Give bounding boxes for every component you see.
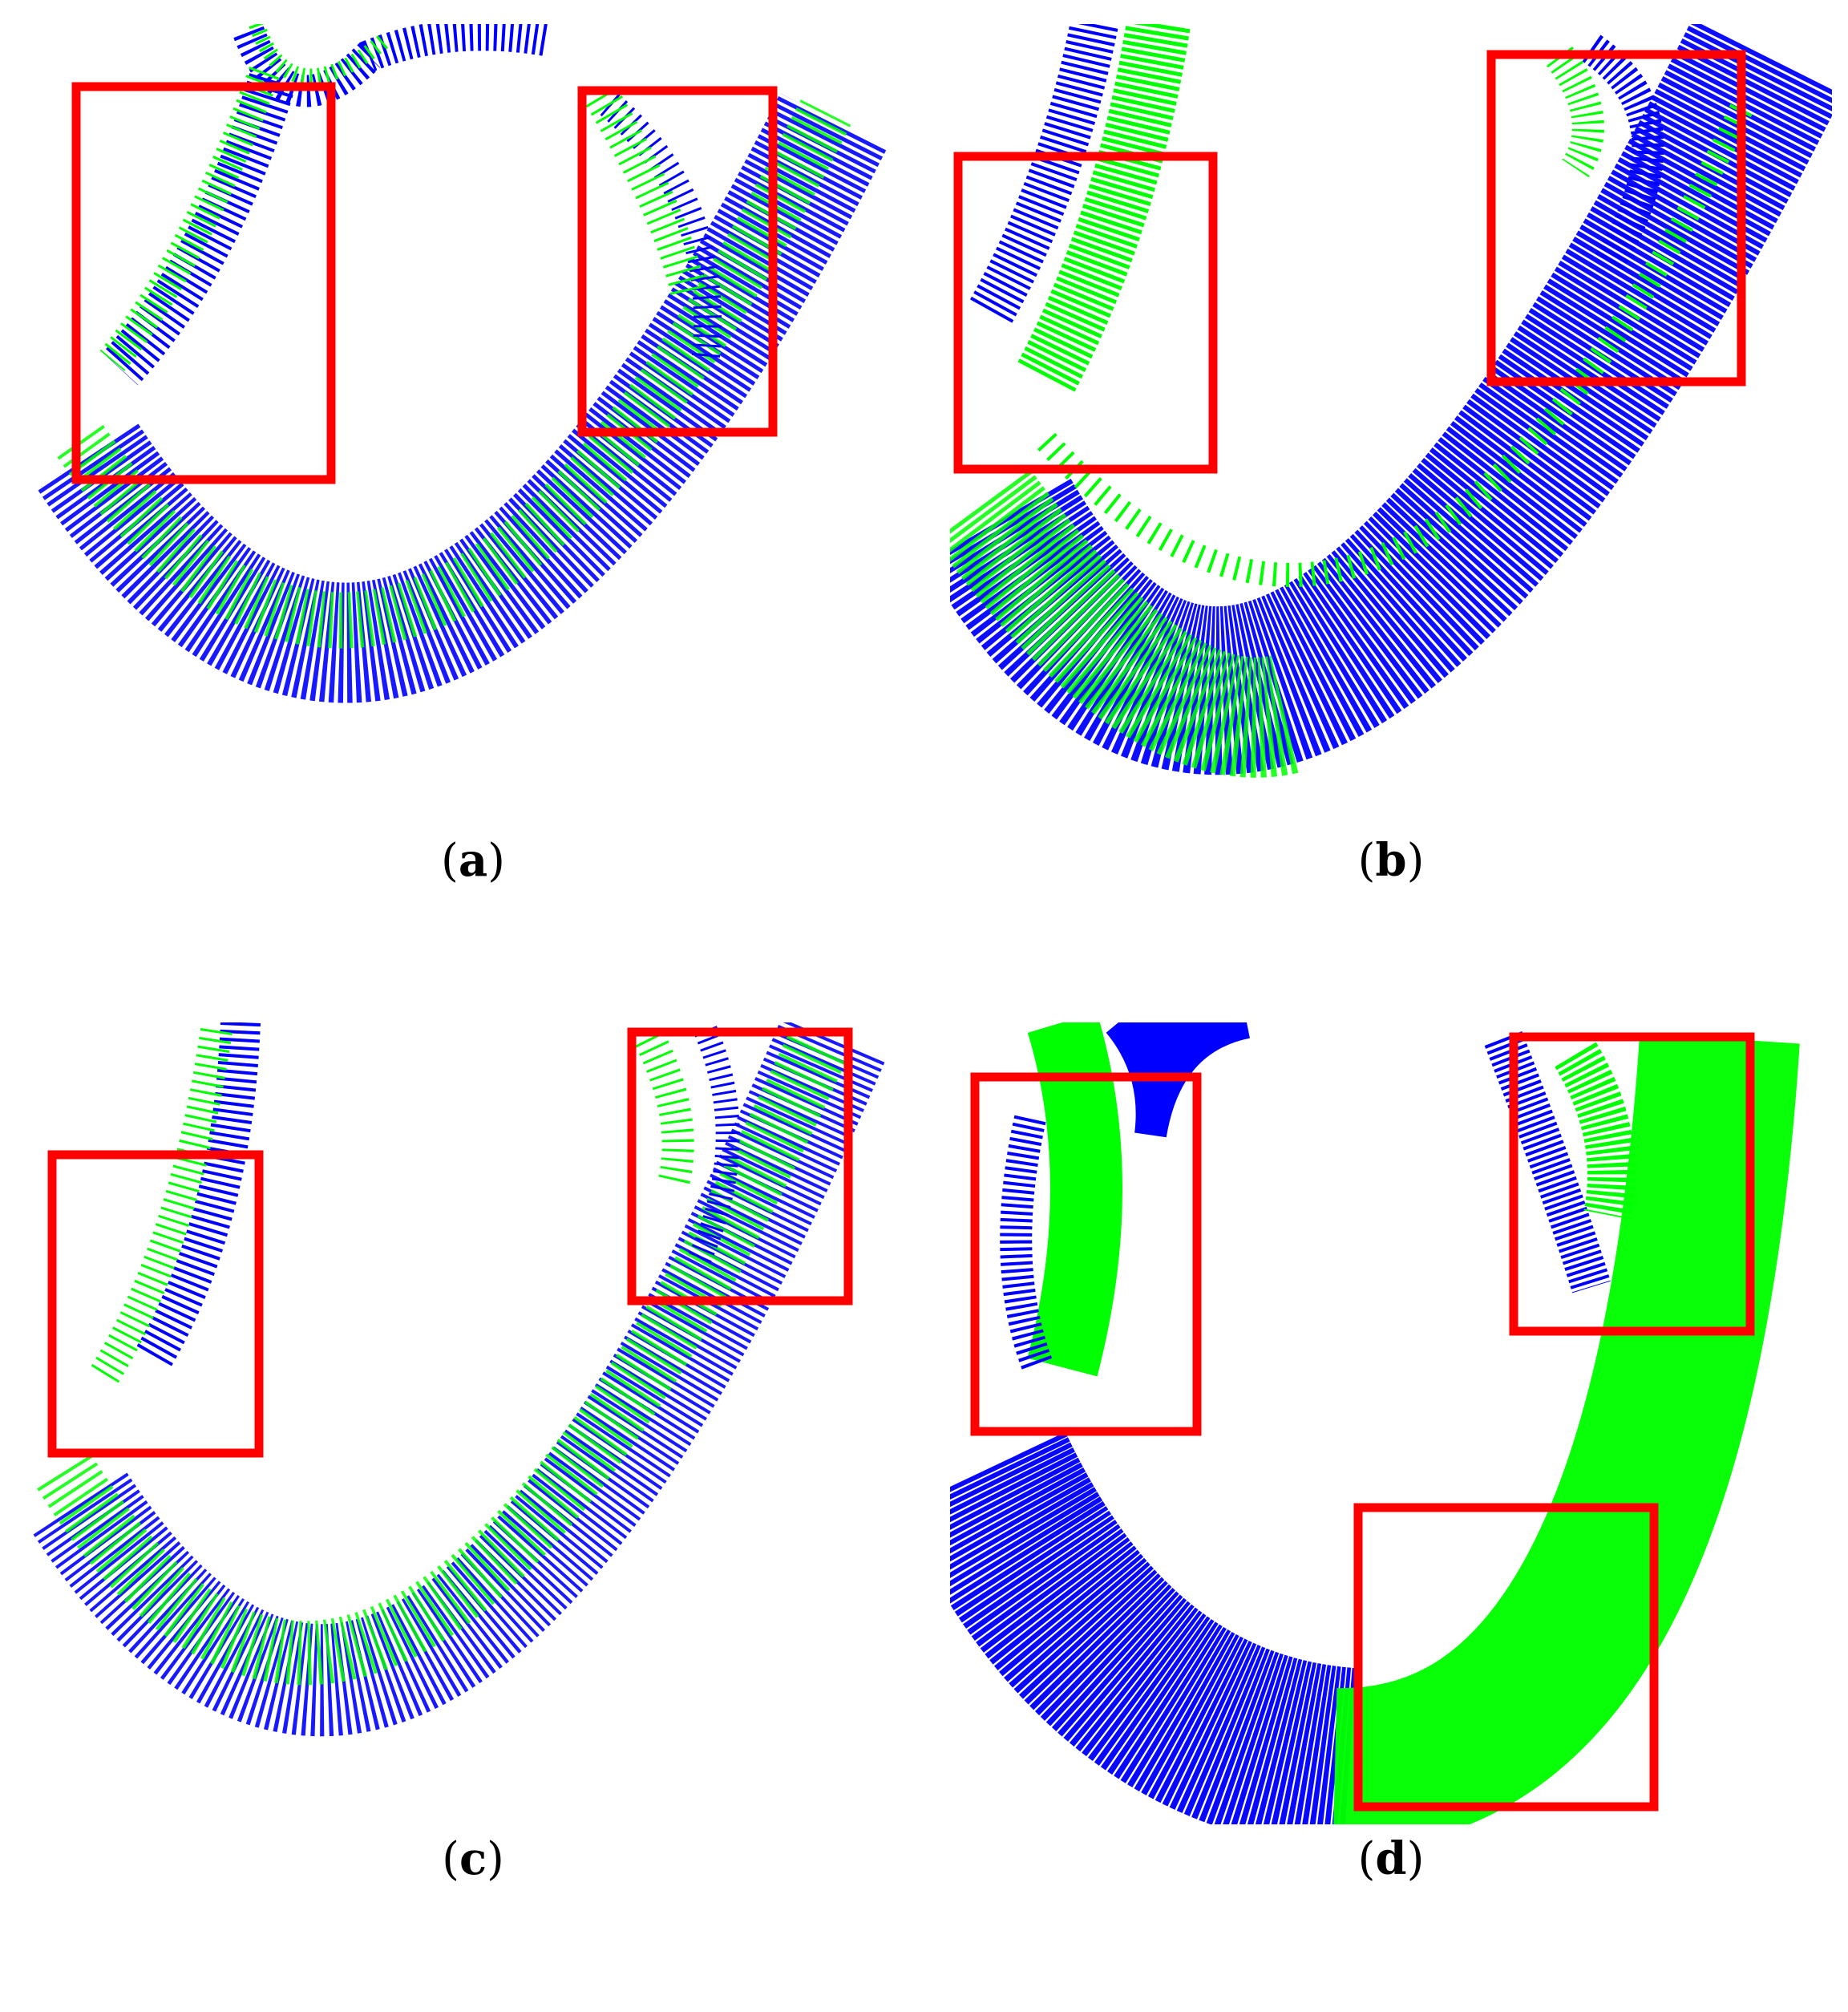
- blue-left-strand: [1000, 1115, 1053, 1374]
- panel-b: (b): [950, 24, 1832, 898]
- blue-right-strand: [600, 93, 722, 362]
- highlight-box: [577, 86, 778, 437]
- point-cloud-plot-a: [38, 24, 888, 703]
- caption-b: (b): [1357, 834, 1425, 887]
- highlight-box: [71, 82, 336, 484]
- point-cloud-plot-d: [950, 1022, 1800, 1824]
- highlight-box: [970, 1072, 1202, 1436]
- green-left-strand: [99, 66, 280, 371]
- panel-d: (d): [950, 1022, 1832, 1897]
- green-right-strand: [1546, 47, 1604, 178]
- point-cloud-plot-c: [33, 1022, 886, 1736]
- point-cloud-plot-b: [950, 24, 1832, 778]
- panel-a: (a): [32, 24, 914, 898]
- blue-top-strand: [135, 1022, 261, 1370]
- blue-top-strand: [233, 24, 548, 107]
- panel-c: (c): [32, 1022, 914, 1897]
- green-right-strand: [635, 1031, 694, 1187]
- blue-band-outer: [950, 1431, 1359, 1824]
- blue-band-outer: [38, 93, 888, 703]
- highlight-box: [953, 152, 1218, 474]
- highlight-box: [1509, 1032, 1755, 1336]
- caption-c: (c): [442, 1832, 504, 1885]
- green-band: [950, 469, 1302, 778]
- highlight-box: [1486, 50, 1746, 387]
- blue-top-strand: [968, 24, 1118, 325]
- blue-top-strand: [1106, 1022, 1251, 1138]
- highlight-box: [627, 1027, 853, 1306]
- highlight-box: [1353, 1503, 1659, 1812]
- caption-a: (a): [440, 834, 505, 887]
- green-top-strand: [1027, 1022, 1122, 1377]
- caption-d: (d): [1357, 1832, 1425, 1885]
- green-band: [1333, 1033, 1800, 1824]
- green-right-strand: [1555, 1042, 1636, 1220]
- green-band: [57, 99, 851, 649]
- blue-right-strand: [1582, 34, 1664, 273]
- highlight-box: [47, 1150, 264, 1458]
- blue-band-outer: [33, 1022, 886, 1736]
